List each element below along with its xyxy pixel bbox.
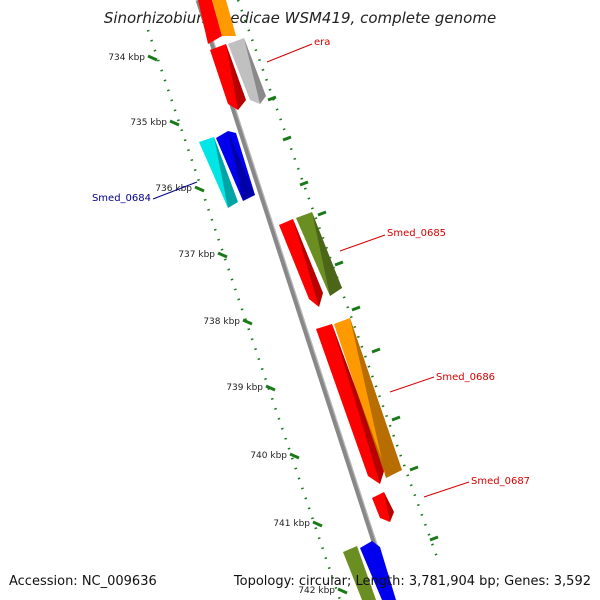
tick-mark (217, 251, 228, 259)
tick-mark (194, 185, 205, 193)
tick-label: 737 kbp (178, 250, 215, 260)
accession-text: Accession: NC_009636 (9, 574, 157, 589)
gene-labels: era Smed_0684 Smed_0685 Smed_0686 Smed_0687 (92, 37, 530, 498)
feature-red-0687 (372, 492, 394, 522)
genome-summary-text: Topology: circular; Length: 3,781,904 bp… (233, 574, 591, 589)
tick-label: 741 kbp (273, 519, 310, 529)
tick-mark (242, 318, 253, 326)
tick-label: 738 kbp (203, 317, 240, 327)
outer-tick-mark (267, 95, 277, 102)
outer-tick-mark (391, 415, 401, 422)
outer-tick-mark (429, 535, 439, 542)
tick-label: 740 kbp (250, 451, 287, 461)
tick-mark (289, 452, 300, 460)
feature-blue-bottom (360, 541, 396, 600)
feature-orange-top (212, 0, 236, 36)
tick-label: 735 kbp (130, 118, 167, 128)
gene-label-leader (423, 481, 470, 498)
tick-mark (147, 54, 158, 62)
outer-tick-mark (351, 305, 361, 312)
feature-red-0685 (279, 219, 323, 307)
tick-label: 739 kbp (226, 383, 263, 393)
feature-olive-0685 (296, 212, 342, 296)
outer-tick-mark (409, 465, 419, 472)
gene-label-smed_0684[interactable]: Smed_0684 (92, 193, 151, 204)
tick-label: 742 kbp (298, 586, 335, 596)
outer-tick-mark (299, 180, 309, 187)
gene-label-era[interactable]: era (314, 37, 330, 48)
outer-tick-mark (371, 347, 381, 354)
outer-tick-mark (317, 210, 327, 217)
gene-label-smed_0686[interactable]: Smed_0686 (436, 372, 495, 383)
feature-olive-bottom (343, 546, 376, 600)
gene-label-leader (152, 181, 198, 200)
feature-grey-era (228, 38, 266, 104)
feature-red-0686 (316, 324, 385, 484)
tick-mark (337, 587, 348, 595)
gene-label-leader (339, 234, 386, 252)
feature-orange-0686 (334, 318, 402, 478)
gene-features (198, 0, 402, 600)
tick-mark (169, 119, 180, 127)
scale-ticks: 734 kbp 735 kbp 736 kbp 737 kbp 738 kbp 739 k… (108, 53, 439, 596)
feature-red-era (210, 44, 246, 110)
inner-scale-ring (146, 29, 342, 600)
tick-label: 734 kbp (108, 53, 145, 63)
feature-blue-0684 (216, 131, 255, 201)
tick-label: 736 kbp (155, 184, 192, 194)
outer-tick-mark (282, 135, 292, 142)
gene-label-smed_0687[interactable]: Smed_0687 (471, 476, 530, 487)
gene-label-smed_0685[interactable]: Smed_0685 (387, 228, 446, 239)
feature-red-top (198, 0, 222, 44)
gene-label-leader (266, 43, 313, 63)
gene-label-leader (389, 376, 435, 393)
tick-mark (312, 520, 323, 528)
feature-cyan-0684 (199, 137, 238, 208)
tick-mark (265, 384, 276, 392)
outer-tick-mark (334, 260, 344, 267)
